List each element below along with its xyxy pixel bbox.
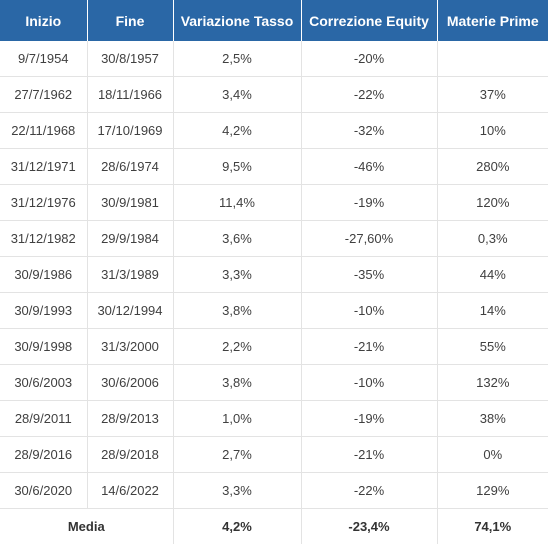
cell-materie-prime: 0,3% (437, 221, 548, 257)
cell-inizio: 30/6/2003 (0, 365, 87, 401)
cell-inizio: 31/12/1976 (0, 185, 87, 221)
cell-correzione-equity: -22% (301, 473, 437, 509)
summary-row: Media 4,2% -23,4% 74,1% (0, 509, 548, 544)
cell-inizio: 30/6/2020 (0, 473, 87, 509)
cell-materie-prime (437, 41, 548, 77)
cell-fine: 28/9/2013 (87, 401, 173, 437)
header-variazione-tasso: Variazione Tasso (173, 0, 301, 41)
cell-variazione-tasso: 3,3% (173, 473, 301, 509)
table-header: Inizio Fine Variazione Tasso Correzione … (0, 0, 548, 41)
cell-correzione-equity: -19% (301, 401, 437, 437)
cell-variazione-tasso: 4,2% (173, 113, 301, 149)
summary-label: Media (0, 509, 173, 544)
cell-correzione-equity: -46% (301, 149, 437, 185)
cell-materie-prime: 280% (437, 149, 548, 185)
summary-materie-prime: 74,1% (437, 509, 548, 544)
cell-inizio: 28/9/2011 (0, 401, 87, 437)
cell-fine: 28/9/2018 (87, 437, 173, 473)
cell-variazione-tasso: 3,4% (173, 77, 301, 113)
header-inizio: Inizio (0, 0, 87, 41)
cell-fine: 14/6/2022 (87, 473, 173, 509)
cell-inizio: 30/9/1993 (0, 293, 87, 329)
cell-variazione-tasso: 3,8% (173, 293, 301, 329)
cell-correzione-equity: -27,60% (301, 221, 437, 257)
cell-variazione-tasso: 2,7% (173, 437, 301, 473)
header-correzione-equity: Correzione Equity (301, 0, 437, 41)
cell-fine: 31/3/1989 (87, 257, 173, 293)
cell-correzione-equity: -35% (301, 257, 437, 293)
cell-inizio: 9/7/1954 (0, 41, 87, 77)
header-materie-prime: Materie Prime (437, 0, 548, 41)
cell-materie-prime: 37% (437, 77, 548, 113)
cell-materie-prime: 129% (437, 473, 548, 509)
cell-fine: 31/3/2000 (87, 329, 173, 365)
cell-variazione-tasso: 3,8% (173, 365, 301, 401)
cell-inizio: 27/7/1962 (0, 77, 87, 113)
cell-correzione-equity: -20% (301, 41, 437, 77)
cell-inizio: 31/12/1971 (0, 149, 87, 185)
header-row: Inizio Fine Variazione Tasso Correzione … (0, 0, 548, 41)
cell-materie-prime: 120% (437, 185, 548, 221)
cell-variazione-tasso: 3,3% (173, 257, 301, 293)
cell-fine: 30/12/1994 (87, 293, 173, 329)
cell-inizio: 31/12/1982 (0, 221, 87, 257)
cell-correzione-equity: -22% (301, 77, 437, 113)
cell-correzione-equity: -32% (301, 113, 437, 149)
header-fine: Fine (87, 0, 173, 41)
cell-inizio: 28/9/2016 (0, 437, 87, 473)
cell-inizio: 30/9/1986 (0, 257, 87, 293)
cell-correzione-equity: -19% (301, 185, 437, 221)
cell-variazione-tasso: 2,5% (173, 41, 301, 77)
cell-inizio: 30/9/1998 (0, 329, 87, 365)
cell-correzione-equity: -10% (301, 293, 437, 329)
cell-variazione-tasso: 1,0% (173, 401, 301, 437)
cell-materie-prime: 132% (437, 365, 548, 401)
cell-variazione-tasso: 9,5% (173, 149, 301, 185)
cell-fine: 29/9/1984 (87, 221, 173, 257)
cell-fine: 30/6/2006 (87, 365, 173, 401)
cell-fine: 18/11/1966 (87, 77, 173, 113)
cell-materie-prime: 0% (437, 437, 548, 473)
cell-correzione-equity: -10% (301, 365, 437, 401)
cell-variazione-tasso: 11,4% (173, 185, 301, 221)
cell-variazione-tasso: 3,6% (173, 221, 301, 257)
cell-materie-prime: 14% (437, 293, 548, 329)
cell-inizio: 22/11/1968 (0, 113, 87, 149)
cell-correzione-equity: -21% (301, 437, 437, 473)
cell-fine: 30/8/1957 (87, 41, 173, 77)
summary-correzione-equity: -23,4% (301, 509, 437, 544)
cell-fine: 28/6/1974 (87, 149, 173, 185)
cell-correzione-equity: -21% (301, 329, 437, 365)
cell-fine: 30/9/1981 (87, 185, 173, 221)
summary-variazione-tasso: 4,2% (173, 509, 301, 544)
cell-variazione-tasso: 2,2% (173, 329, 301, 365)
cell-materie-prime: 55% (437, 329, 548, 365)
cell-fine: 17/10/1969 (87, 113, 173, 149)
cell-materie-prime: 10% (437, 113, 548, 149)
cell-materie-prime: 44% (437, 257, 548, 293)
cell-materie-prime: 38% (437, 401, 548, 437)
